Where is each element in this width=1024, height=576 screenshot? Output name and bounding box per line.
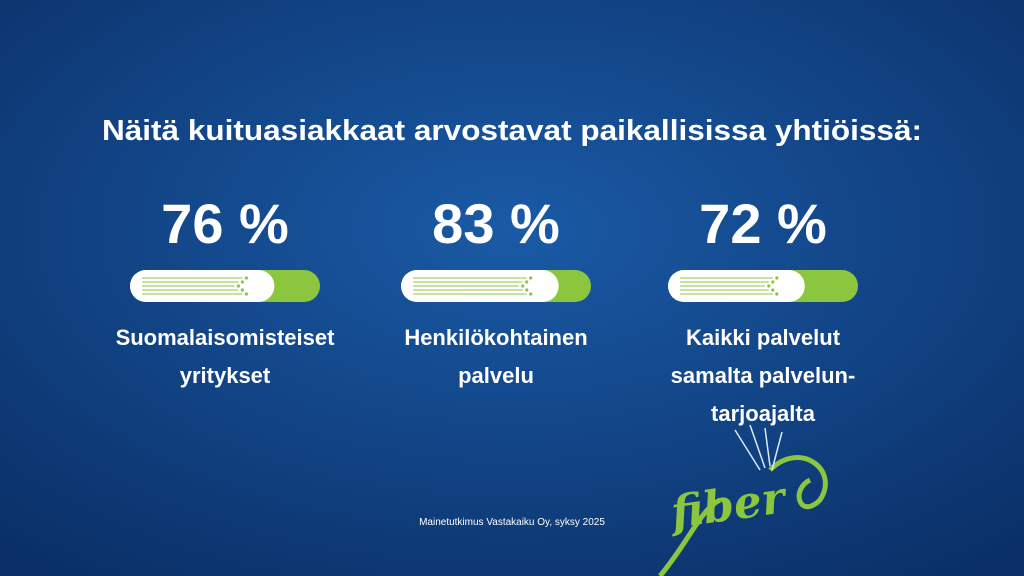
bar-fiber-dot	[771, 280, 775, 284]
stat-value: 72 %	[699, 192, 827, 255]
stat-label: Henkilökohtainen	[404, 325, 587, 350]
bar-fiber-dot	[521, 284, 525, 288]
logo-swoosh	[658, 455, 828, 576]
bar-fiber-dot	[529, 292, 533, 296]
bar-fiber-dot	[525, 288, 529, 292]
stat-label: samalta palvelun-	[671, 363, 856, 388]
logo-fibers	[734, 424, 783, 471]
bar-fiber-dot	[236, 284, 240, 288]
title: Näitä kuituasiakkaat arvostavat paikalli…	[102, 115, 922, 147]
stat-value: 83 %	[432, 192, 560, 255]
stat-label: tarjoajalta	[711, 401, 816, 426]
stat-value: 76 %	[161, 192, 289, 255]
bar-fiber-dot	[244, 276, 248, 280]
stat-label: yritykset	[180, 363, 271, 388]
bar-fiber-dot	[775, 276, 779, 280]
bar-fiber-dot	[244, 292, 248, 296]
bar-fiber-dot	[240, 280, 244, 284]
bar-fiber-dot	[525, 280, 529, 284]
stat-label: Suomalaisomisteiset	[116, 325, 336, 350]
bar-fiber-dot	[767, 284, 771, 288]
stat-label: Kaikki palvelut	[686, 325, 841, 350]
stat-label: palvelu	[458, 363, 534, 388]
bar-fiber-dot	[529, 276, 533, 280]
source: Mainetutkimus Vastakaiku Oy, syksy 2025	[419, 517, 605, 528]
bar-fiber-dot	[775, 292, 779, 296]
bar-fiber-dot	[240, 288, 244, 292]
bar-fiber-dot	[771, 288, 775, 292]
